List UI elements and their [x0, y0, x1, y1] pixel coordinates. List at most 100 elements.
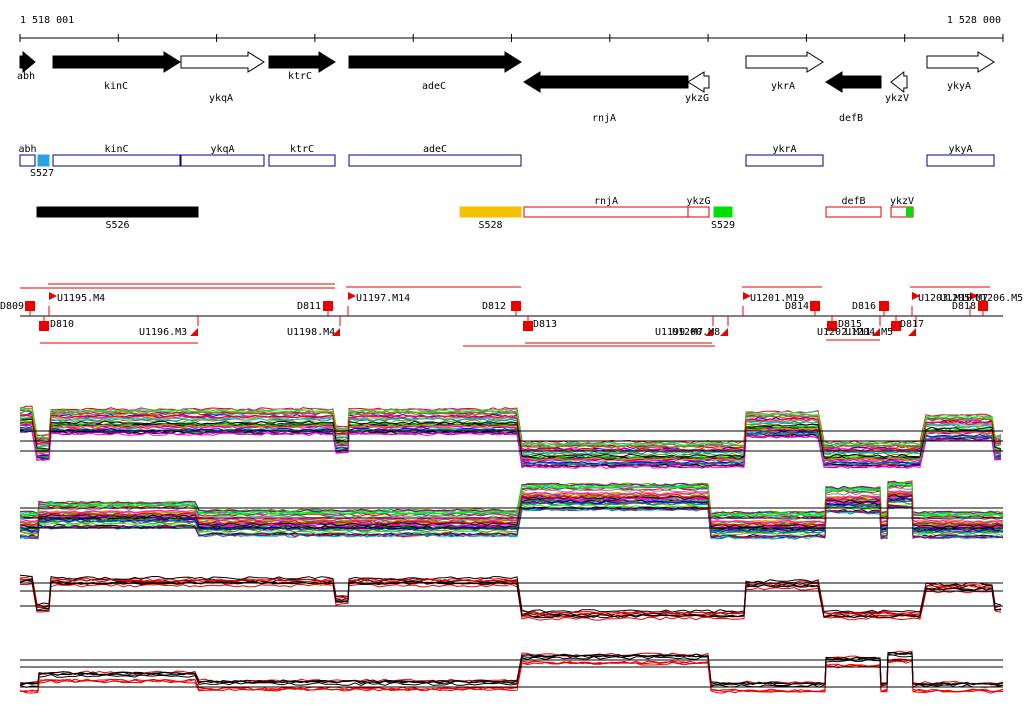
- expression-line: [19, 406, 1002, 445]
- gene-label: abh: [17, 71, 35, 82]
- cds-label: kinC: [104, 144, 128, 155]
- gene-arrow: [19, 50, 36, 74]
- cds-box: [348, 154, 522, 167]
- expression-line: [19, 422, 1002, 462]
- segment-label: D816: [852, 301, 876, 312]
- segment-label: D810: [50, 319, 74, 330]
- gene-label: ykrA: [771, 81, 795, 92]
- gene-arrow: [268, 51, 336, 73]
- segment-label: U1195.M4: [57, 293, 105, 304]
- gene-label: kinC: [104, 81, 128, 92]
- gene-arrow: [890, 70, 908, 94]
- gene-arrow: [825, 71, 882, 93]
- expression-line: [19, 430, 1002, 470]
- segment-label: D812: [482, 301, 506, 312]
- segment-flag: [705, 328, 713, 336]
- feature-box: [906, 207, 913, 217]
- expression-line: [19, 578, 1002, 616]
- gene-arrow: [523, 71, 689, 93]
- segment-label: D817: [900, 319, 924, 330]
- expression-line: [19, 492, 1004, 527]
- segment-label: U1197.M14: [356, 293, 410, 304]
- gene-arrow: [687, 71, 710, 93]
- ruler-end: 1 528 000: [947, 15, 1001, 26]
- segment-label: D814: [785, 301, 809, 312]
- segment-label: D818: [952, 301, 976, 312]
- feature-label: rnjA: [594, 196, 618, 207]
- expression-line: [19, 658, 1004, 693]
- cds-label: ktrC: [290, 144, 314, 155]
- segment-flag: [912, 292, 920, 300]
- gene-label: ykyA: [947, 81, 971, 92]
- cds-box: [745, 154, 824, 167]
- segment-label: U1201.M19: [750, 293, 804, 304]
- segment-label: D813: [533, 319, 557, 330]
- cds-label: adeC: [423, 144, 447, 155]
- cds-label: abh: [18, 144, 36, 155]
- segment-flag: [332, 328, 340, 336]
- segment-label: U1202.M11: [817, 327, 871, 338]
- gene-label: ykqA: [209, 93, 233, 104]
- expression-line: [19, 409, 1002, 449]
- segment-label: U1205.M7: [940, 293, 988, 304]
- gene-label: ykzV: [885, 93, 909, 104]
- segment-label: U1206.M5: [975, 293, 1023, 304]
- expression-line: [19, 505, 1004, 539]
- expression-line: [19, 574, 1002, 614]
- segment-flag: [190, 328, 198, 336]
- cds-label: S527: [30, 168, 54, 179]
- feature-box: [713, 206, 733, 218]
- expression-line: [19, 407, 1002, 447]
- segment-flag: [348, 292, 356, 300]
- segment-label: U1199.M7: [655, 327, 703, 338]
- expression-line: [19, 651, 1004, 686]
- segment-label: U1200.M8: [672, 327, 720, 338]
- feature-box: [825, 206, 882, 218]
- cds-label: ykqA: [210, 144, 234, 155]
- feature-label: S526: [105, 220, 129, 231]
- cds-box: [268, 154, 336, 167]
- expression-line: [19, 414, 1002, 452]
- feature-label: ykzV: [890, 196, 914, 207]
- feature-label: S529: [711, 220, 735, 231]
- gene-label: ktrC: [288, 71, 312, 82]
- ruler-start: 1 518 001: [20, 15, 74, 26]
- feature-box: [36, 206, 199, 218]
- gene-label: adeC: [422, 81, 446, 92]
- segment-flag: [908, 328, 916, 336]
- expression-line: [19, 500, 1004, 534]
- gene-arrow: [180, 51, 265, 73]
- gene-arrow: [926, 51, 995, 73]
- expression-line: [19, 418, 1002, 458]
- feature-label: defB: [841, 196, 865, 207]
- feature-label: ykzG: [686, 196, 710, 207]
- gene-arrow: [348, 51, 522, 73]
- gene-label: ykzG: [685, 93, 709, 104]
- cds-box: [19, 154, 36, 167]
- expression-line: [19, 427, 1002, 466]
- cds-box: [180, 154, 265, 167]
- segment-label: U1196.M3: [139, 327, 187, 338]
- gene-label: rnjA: [592, 113, 616, 124]
- expression-line: [19, 429, 1002, 468]
- segment-label: U1204.M5: [845, 327, 893, 338]
- feature-label: S528: [478, 220, 502, 231]
- gene-arrow: [52, 51, 181, 73]
- segment-label: U1203.M10: [918, 293, 972, 304]
- cds-box: [926, 154, 995, 167]
- segment-label: U1198.M4: [287, 327, 335, 338]
- gene-arrow: [745, 51, 824, 73]
- cds-label: ykrA: [772, 144, 796, 155]
- feature-box: [523, 206, 689, 218]
- cds-box: [37, 154, 50, 167]
- segment-flag: [743, 292, 751, 300]
- cds-label: ykyA: [948, 144, 972, 155]
- expression-line: [19, 583, 1002, 621]
- expression-line: [19, 416, 1002, 455]
- segment-flag: [49, 292, 57, 300]
- cds-box: [52, 154, 181, 167]
- feature-box: [687, 206, 710, 218]
- expression-line: [19, 482, 1004, 517]
- segment-label: D809: [0, 301, 24, 312]
